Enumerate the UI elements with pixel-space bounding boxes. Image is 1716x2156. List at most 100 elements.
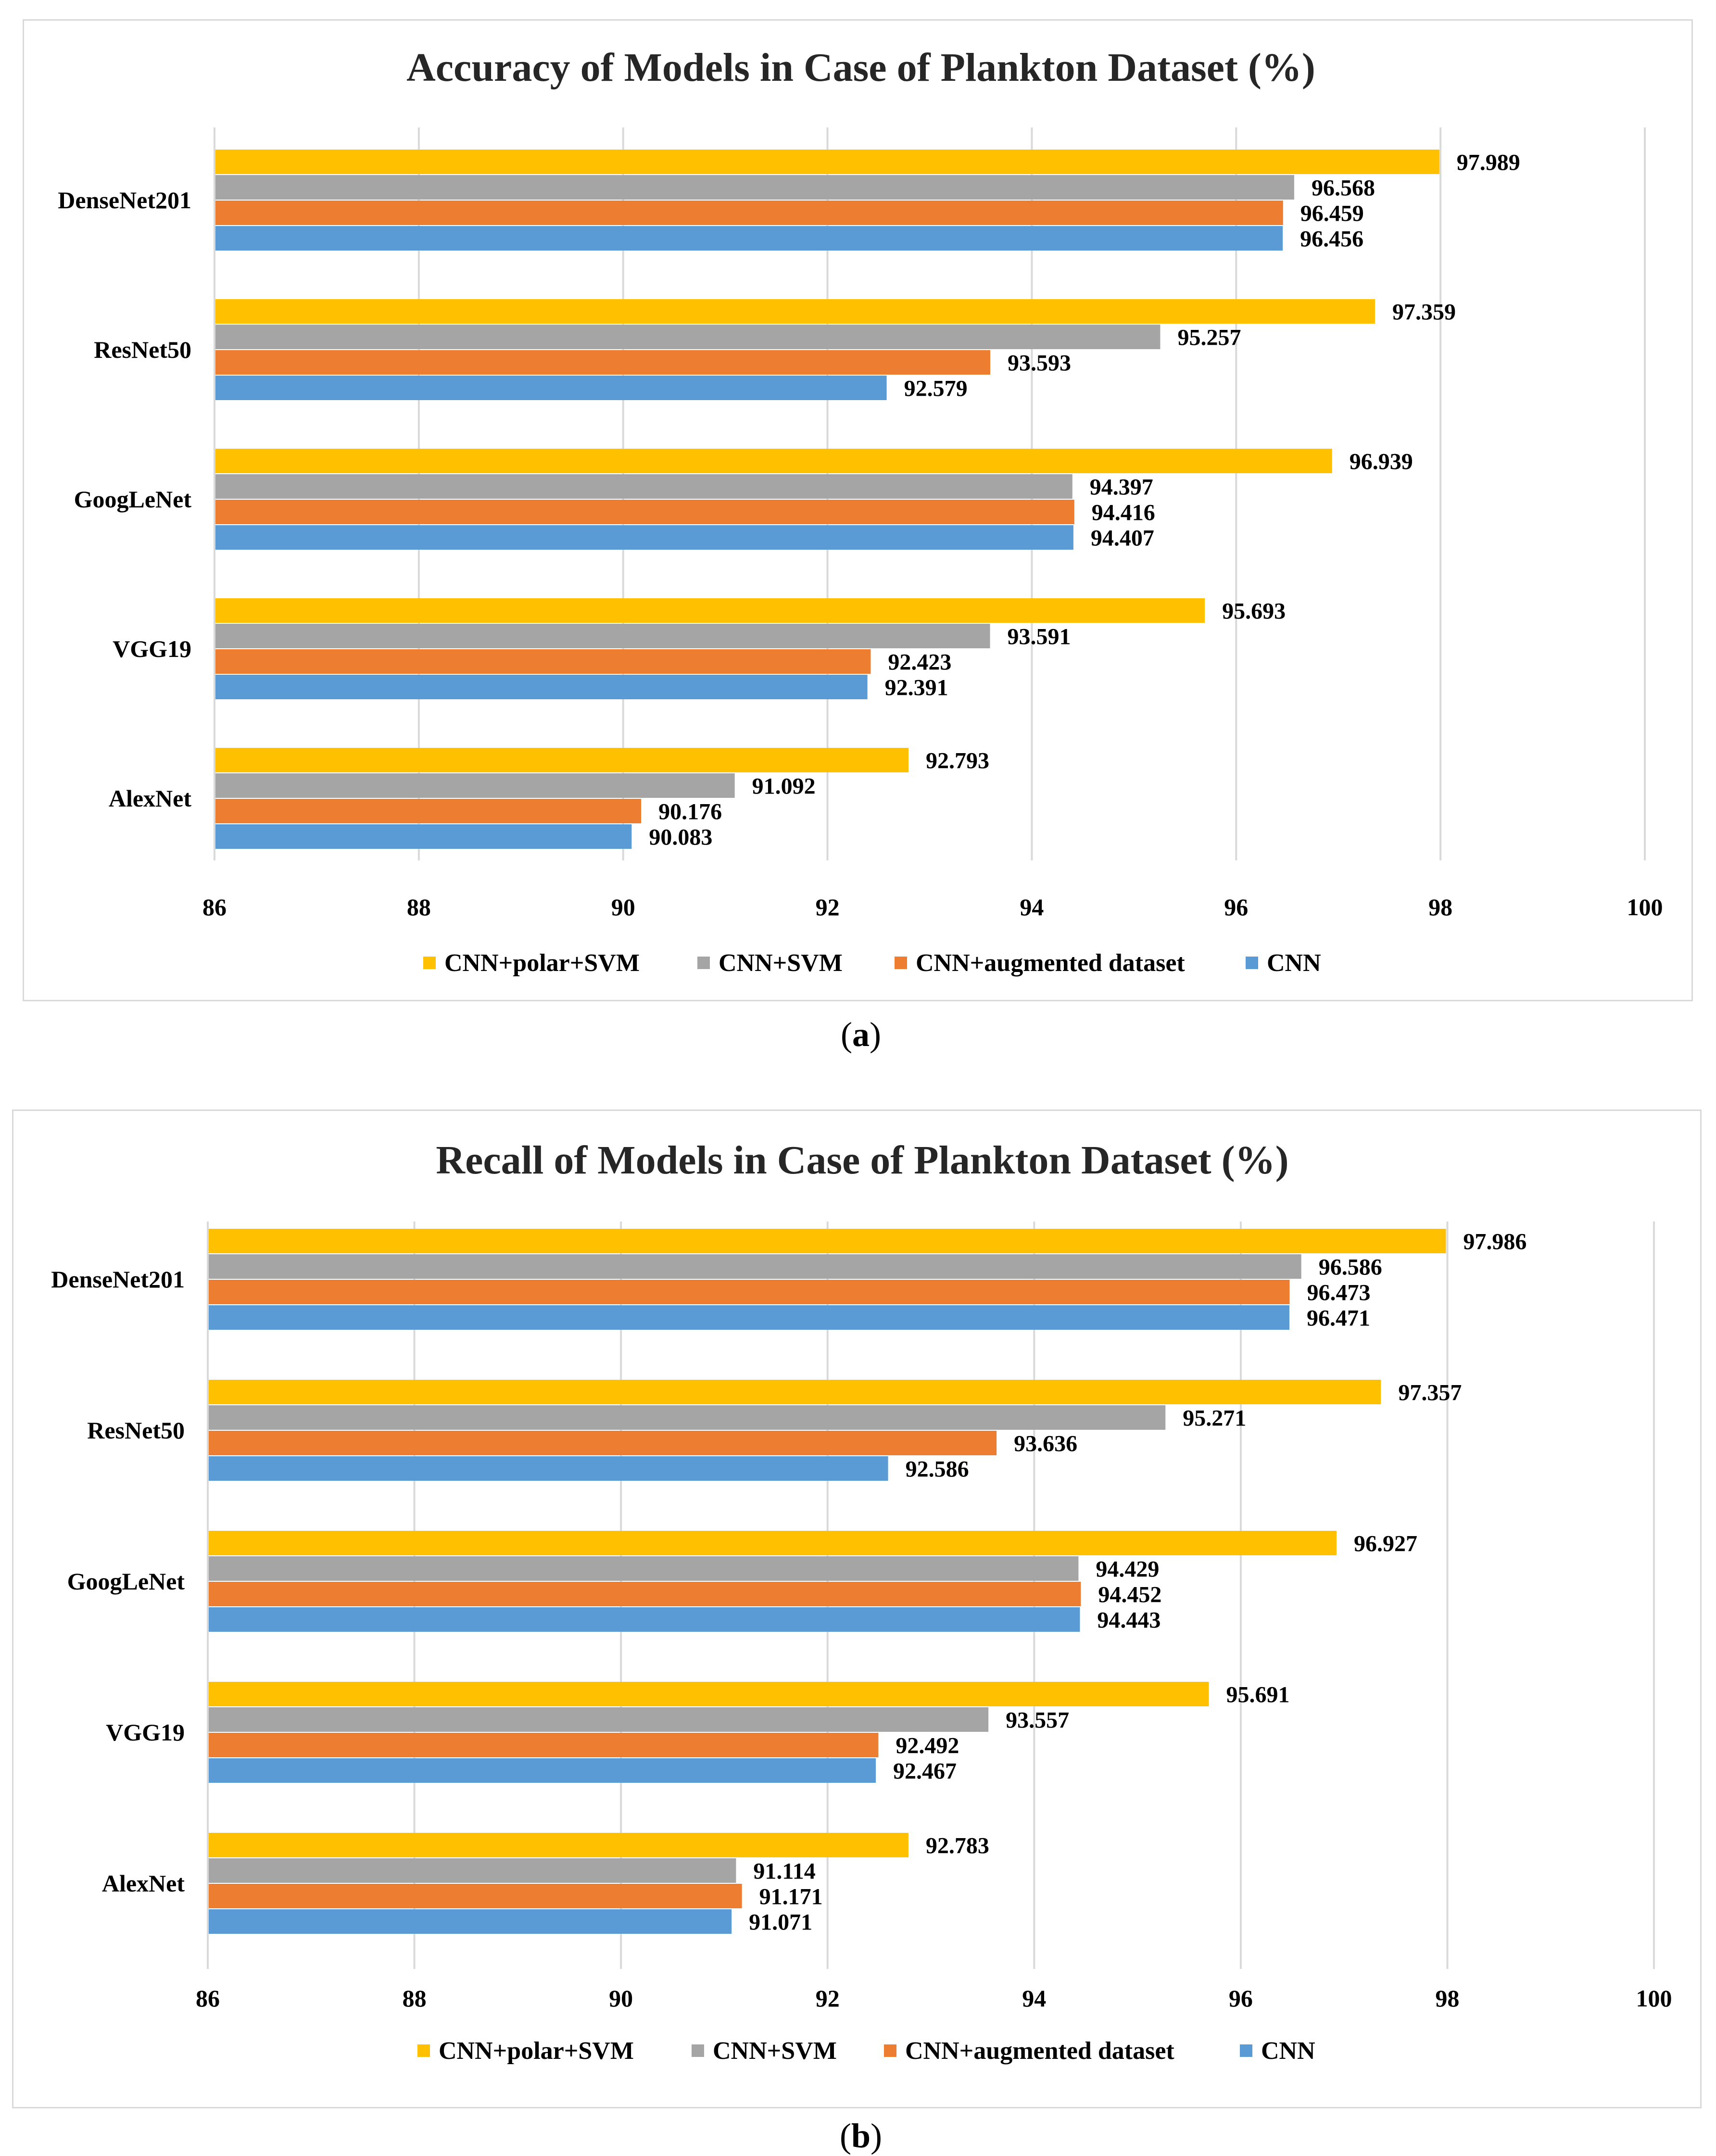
category-label-vgg19: VGG19 <box>113 635 191 662</box>
chart-title: Recall of Models in Case of Plankton Dat… <box>436 1138 1288 1183</box>
bar-alexnet-cnn-polar-svm <box>214 748 909 772</box>
category-label-googlenet: GoogLeNet <box>74 486 192 513</box>
bar-alexnet-cnn-polar-svm <box>208 1833 908 1857</box>
bar-googlenet-cnn-polar-svm <box>208 1531 1337 1555</box>
bar-densenet201-cnn-svm <box>208 1254 1301 1279</box>
data-label: 95.271 <box>1183 1406 1246 1431</box>
legend-label-cnn-svm: CNN+SVM <box>713 2037 837 2065</box>
x-tick-label: 90 <box>609 1985 633 2012</box>
data-label: 96.473 <box>1307 1280 1370 1306</box>
data-label: 92.492 <box>896 1733 959 1759</box>
data-label: 93.557 <box>1006 1708 1069 1733</box>
data-label: 94.416 <box>1092 500 1155 526</box>
data-label: 97.357 <box>1398 1380 1462 1406</box>
data-label: 95.691 <box>1226 1682 1289 1708</box>
x-tick-label: 96 <box>1229 1985 1253 2012</box>
data-label: 92.579 <box>904 376 968 402</box>
legend-label-cnn-augmented-dataset: CNN+augmented dataset <box>905 2037 1174 2065</box>
x-tick-label: 100 <box>1627 894 1663 920</box>
data-label: 94.452 <box>1098 1582 1161 1608</box>
data-label: 91.171 <box>759 1884 823 1910</box>
bar-densenet201-cnn <box>214 226 1283 251</box>
bar-densenet201-cnn <box>208 1305 1290 1330</box>
bar-vgg19-cnn-polar-svm <box>208 1682 1209 1706</box>
recall-chart: Recall of Models in Case of Plankton Dat… <box>51 1138 1672 2065</box>
data-label: 94.397 <box>1090 475 1153 500</box>
bar-alexnet-cnn-svm <box>208 1858 736 1883</box>
legend-swatch-cnn <box>1240 2044 1252 2057</box>
data-label: 93.591 <box>1008 624 1071 650</box>
bar-vgg19-cnn-augmented-dataset <box>214 649 871 674</box>
bar-resnet50-cnn-polar-svm <box>208 1380 1381 1404</box>
data-label: 96.459 <box>1300 201 1364 227</box>
bar-densenet201-cnn-polar-svm <box>214 150 1439 174</box>
chart-panel-recall: Recall of Models in Case of Plankton Dat… <box>12 1110 1702 2108</box>
bar-alexnet-cnn-augmented-dataset <box>208 1884 742 1908</box>
caption-b: (b) <box>839 2117 882 2155</box>
category-label-resnet50: ResNet50 <box>94 336 191 363</box>
category-label-vgg19: VGG19 <box>106 1719 185 1746</box>
bar-resnet50-cnn <box>214 376 887 400</box>
x-tick-label: 86 <box>202 894 227 920</box>
x-tick-label: 92 <box>816 894 840 920</box>
accuracy-chart: Accuracy of Models in Case of Plankton D… <box>58 45 1663 977</box>
data-label: 95.257 <box>1177 325 1241 351</box>
legend-swatch-cnn-augmented-dataset <box>884 2044 896 2057</box>
x-tick-label: 96 <box>1224 894 1248 920</box>
bar-alexnet-cnn <box>214 824 632 849</box>
data-label: 92.467 <box>893 1759 957 1784</box>
legend-label-cnn-svm: CNN+SVM <box>719 949 843 977</box>
legend-label-cnn-polar-svm: CNN+polar+SVM <box>444 949 640 977</box>
data-label: 92.391 <box>885 675 948 701</box>
legend-swatch-cnn-polar-svm <box>417 2044 430 2057</box>
bar-resnet50-cnn-augmented-dataset <box>208 1431 997 1455</box>
bar-vgg19-cnn-polar-svm <box>214 598 1205 623</box>
data-label: 94.443 <box>1097 1608 1161 1633</box>
legend-label-cnn-augmented-dataset: CNN+augmented dataset <box>916 949 1185 977</box>
legend-swatch-cnn-svm <box>697 957 710 969</box>
bar-densenet201-cnn-svm <box>214 175 1294 200</box>
data-label: 95.693 <box>1222 599 1286 624</box>
category-label-alexnet: AlexNet <box>102 1870 185 1897</box>
bar-vgg19-cnn <box>214 675 868 699</box>
x-tick-label: 98 <box>1428 894 1452 920</box>
bar-googlenet-cnn <box>214 525 1073 550</box>
data-label: 96.568 <box>1312 176 1375 201</box>
chart-title: Accuracy of Models in Case of Plankton D… <box>406 45 1315 90</box>
data-label: 94.429 <box>1096 1557 1159 1582</box>
bar-densenet201-cnn-polar-svm <box>208 1229 1446 1253</box>
bar-vgg19-cnn <box>208 1758 876 1783</box>
bar-vgg19-cnn-svm <box>208 1707 989 1732</box>
category-label-googlenet: GoogLeNet <box>67 1568 185 1595</box>
category-label-alexnet: AlexNet <box>109 785 191 812</box>
data-label: 90.083 <box>649 825 712 850</box>
bar-resnet50-cnn-augmented-dataset <box>214 350 990 375</box>
legend-swatch-cnn-svm <box>692 2044 704 2057</box>
category-label-densenet201: DenseNet201 <box>58 187 191 214</box>
bar-googlenet-cnn-svm <box>208 1556 1079 1581</box>
x-tick-label: 92 <box>816 1985 840 2012</box>
legend-swatch-cnn-polar-svm <box>423 957 436 969</box>
data-label: 93.593 <box>1008 351 1071 376</box>
caption-a: (a) <box>841 1015 881 1054</box>
x-tick-label: 100 <box>1636 1985 1672 2012</box>
bar-alexnet-cnn <box>208 1909 732 1934</box>
data-label: 96.927 <box>1354 1531 1417 1557</box>
bar-resnet50-cnn <box>208 1456 888 1481</box>
data-label: 92.783 <box>926 1833 989 1859</box>
x-tick-label: 98 <box>1435 1985 1459 2012</box>
legend-label-cnn: CNN <box>1261 2037 1315 2065</box>
bar-densenet201-cnn-augmented-dataset <box>214 201 1283 225</box>
legend-swatch-cnn-augmented-dataset <box>895 957 907 969</box>
legend-swatch-cnn <box>1246 957 1258 969</box>
legend-label-cnn: CNN <box>1267 949 1321 977</box>
x-tick-label: 94 <box>1020 894 1044 920</box>
data-label: 92.793 <box>926 748 989 774</box>
bar-googlenet-cnn-polar-svm <box>214 449 1332 473</box>
data-label: 90.176 <box>658 799 722 825</box>
bar-resnet50-cnn-svm <box>214 325 1161 349</box>
bar-googlenet-cnn-augmented-dataset <box>214 500 1074 524</box>
bar-googlenet-cnn-augmented-dataset <box>208 1582 1081 1606</box>
chart-panel-accuracy: Accuracy of Models in Case of Plankton D… <box>23 19 1693 1001</box>
data-label: 92.423 <box>888 650 951 675</box>
